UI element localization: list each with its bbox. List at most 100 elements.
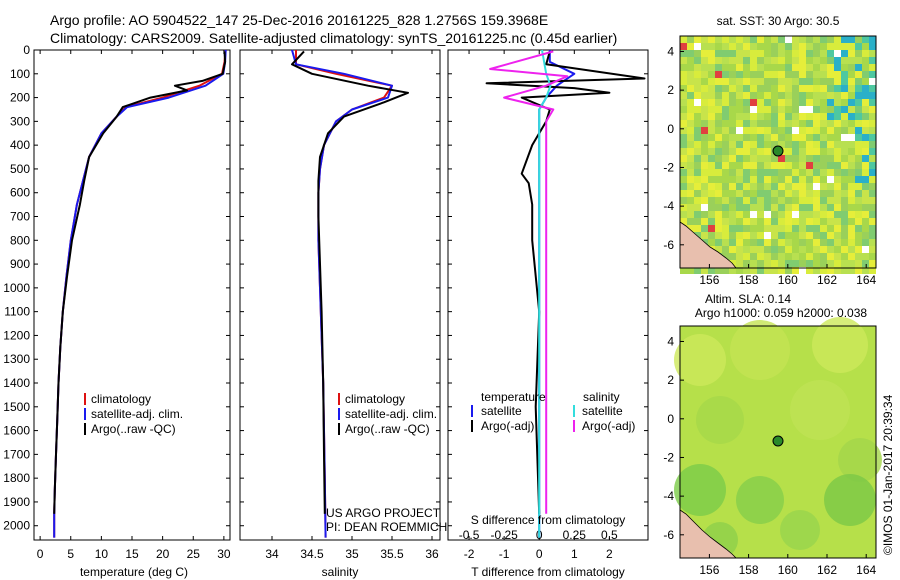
sst-cell <box>848 99 855 106</box>
sst-cell <box>855 253 862 260</box>
sst-cell <box>701 211 708 218</box>
top-tick-label: -0.25 <box>490 528 518 542</box>
sst-cell <box>869 78 876 85</box>
sst-cell <box>680 183 687 190</box>
sst-cell <box>834 113 841 120</box>
sst-cell <box>834 92 841 99</box>
sst-cell <box>792 57 799 64</box>
sst-cell <box>869 260 876 267</box>
sst-cell <box>764 260 771 267</box>
sst-cell <box>729 50 736 57</box>
sst-cell <box>736 204 743 211</box>
sst-cell <box>743 106 750 113</box>
sst-cell <box>813 260 820 267</box>
sst-cell <box>729 155 736 162</box>
sst-cell <box>806 120 813 127</box>
sla-map-title1: Altim. SLA: 0.14 <box>705 292 791 306</box>
sst-cell <box>736 211 743 218</box>
sst-cell <box>694 127 701 134</box>
sst-cell <box>764 99 771 106</box>
sst-cell <box>834 71 841 78</box>
sst-cell <box>736 71 743 78</box>
sst-cell <box>729 190 736 197</box>
sst-cell <box>750 36 757 43</box>
sst-cell <box>799 99 806 106</box>
sst-cell <box>820 225 827 232</box>
sst-cell <box>757 36 764 43</box>
sst-cell <box>869 57 876 64</box>
sst-cell <box>792 127 799 134</box>
sst-cell <box>855 169 862 176</box>
sst-cell <box>701 141 708 148</box>
sst-cell <box>820 120 827 127</box>
sst-cell <box>834 127 841 134</box>
sst-cell <box>722 197 729 204</box>
sst-cell <box>708 92 715 99</box>
x-tick-label: 30 <box>217 547 231 561</box>
sst-cell <box>799 267 806 274</box>
sst-cell <box>708 85 715 92</box>
sst-cell <box>687 50 694 57</box>
sst-cell <box>827 162 834 169</box>
credit-label: ©IMOS 01-Jan-2017 20:39:34 <box>881 394 895 555</box>
sst-cell <box>729 85 736 92</box>
sst-cell <box>855 71 862 78</box>
sst-cell <box>841 127 848 134</box>
sst-cell <box>715 106 722 113</box>
sst-cell <box>750 43 757 50</box>
sst-cell <box>736 127 743 134</box>
sst-cell <box>701 120 708 127</box>
sst-cell <box>701 225 708 232</box>
sst-cell <box>827 204 834 211</box>
depth-tick-label: 100 <box>10 67 30 81</box>
sst-cell <box>806 36 813 43</box>
sst-cell <box>687 106 694 113</box>
sst-cell <box>848 239 855 246</box>
sst-cell <box>729 92 736 99</box>
sst-cell <box>687 113 694 120</box>
sst-cell <box>827 106 834 113</box>
sst-cell <box>827 120 834 127</box>
sst-cell <box>764 225 771 232</box>
sst-cell <box>757 43 764 50</box>
sst-cell <box>722 246 729 253</box>
sst-cell <box>722 36 729 43</box>
sst-cell <box>785 127 792 134</box>
sst-cell <box>722 57 729 64</box>
sst-cell <box>778 260 785 267</box>
sst-cell <box>813 36 820 43</box>
sst-cell <box>771 36 778 43</box>
sst-cell <box>736 50 743 57</box>
sst-cell <box>708 134 715 141</box>
sst-cell <box>827 190 834 197</box>
sst-cell <box>799 50 806 57</box>
sst-cell <box>694 36 701 43</box>
sst-cell <box>848 50 855 57</box>
sla-anomaly-patch <box>736 476 784 524</box>
sst-cell <box>708 183 715 190</box>
sst-cell <box>799 141 806 148</box>
sst-cell <box>827 85 834 92</box>
sst-cell <box>834 204 841 211</box>
sst-cell <box>778 57 785 64</box>
x-tick-label: -1 <box>499 547 510 561</box>
sst-cell <box>820 218 827 225</box>
sst-cell <box>827 232 834 239</box>
sla-map-frame <box>679 325 877 559</box>
sst-cell <box>771 134 778 141</box>
sst-cell <box>687 204 694 211</box>
sst-cell <box>743 36 750 43</box>
sst-cell <box>736 64 743 71</box>
sst-cell <box>785 43 792 50</box>
sst-cell <box>715 162 722 169</box>
map-y-tick-label: 4 <box>667 334 674 348</box>
sst-cell <box>848 211 855 218</box>
legend-s-argo-label: Argo(-adj) <box>582 419 635 433</box>
sst-cell <box>736 267 743 274</box>
sst-cell <box>806 183 813 190</box>
sst-cell <box>757 64 764 71</box>
sst-cell <box>862 64 869 71</box>
depth-tick-label: 1000 <box>3 281 30 295</box>
sst-cell <box>855 155 862 162</box>
sst-cell <box>834 134 841 141</box>
